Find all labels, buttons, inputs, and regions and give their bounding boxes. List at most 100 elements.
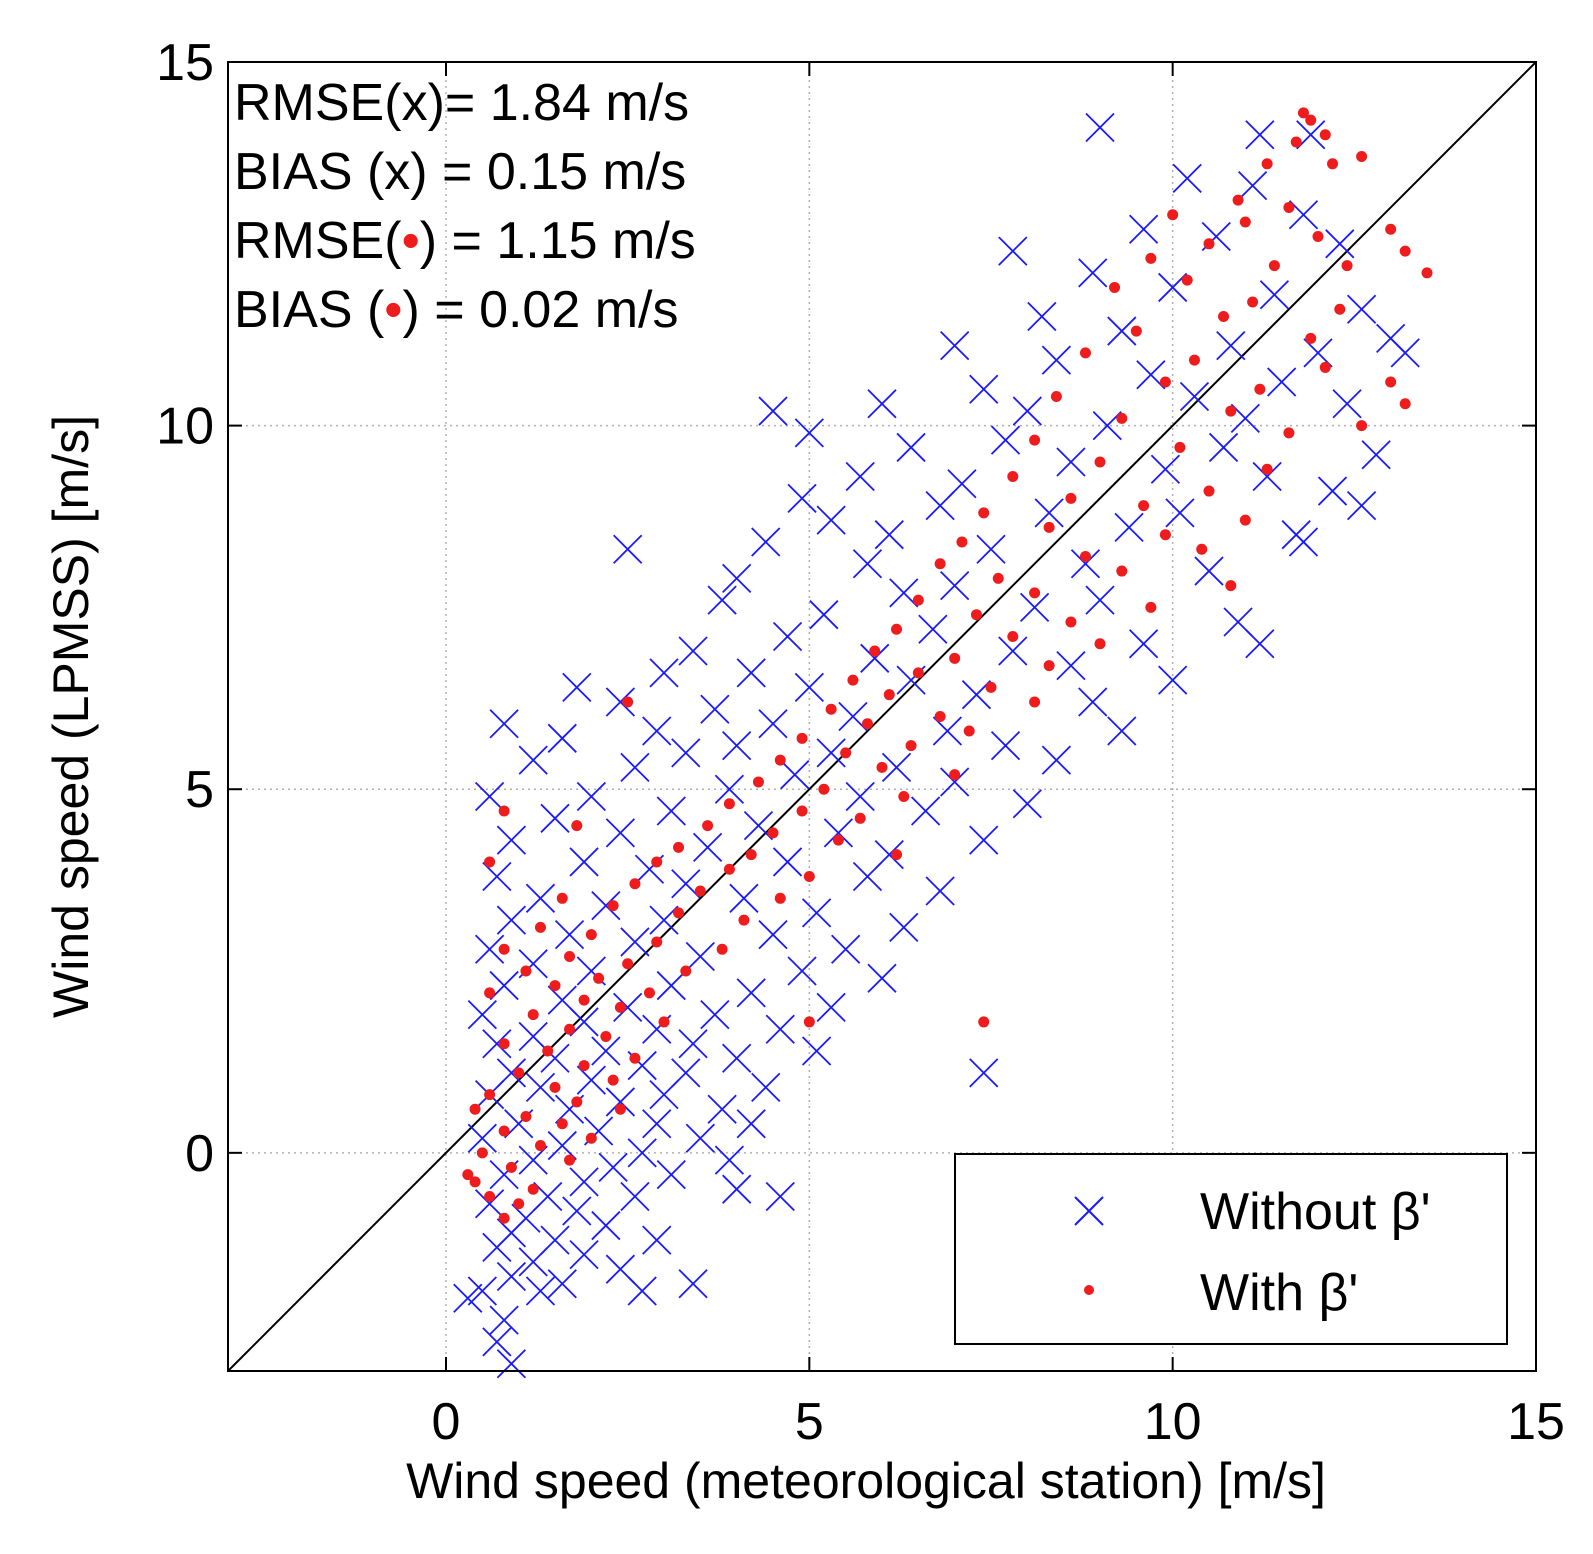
point-without-beta xyxy=(1288,527,1319,557)
point-with-beta xyxy=(607,900,619,912)
point-with-beta xyxy=(1007,631,1019,643)
point-without-beta xyxy=(1041,345,1072,375)
point-with-beta xyxy=(484,1089,496,1101)
point-without-beta xyxy=(990,730,1021,761)
point-without-beta xyxy=(591,890,621,921)
point-with-beta xyxy=(1050,391,1062,403)
point-with-beta xyxy=(1305,114,1317,126)
point-without-beta xyxy=(569,1240,599,1270)
point-with-beta xyxy=(912,667,924,679)
point-without-beta xyxy=(1361,440,1391,470)
point-without-beta xyxy=(867,963,897,993)
point-without-beta xyxy=(722,730,752,761)
y-tick-label: 0 xyxy=(185,1125,214,1183)
point-without-beta xyxy=(547,1269,577,1299)
point-with-beta xyxy=(556,892,568,904)
point-with-beta xyxy=(1130,325,1142,337)
point-with-beta xyxy=(1159,376,1171,388)
point-with-beta xyxy=(898,790,910,802)
point-without-beta xyxy=(925,876,955,906)
point-without-beta xyxy=(1303,338,1333,368)
point-with-beta xyxy=(1334,303,1346,315)
point-without-beta xyxy=(816,505,846,535)
y-axis-label: Wind speed (LPMSS) [m/s] xyxy=(43,415,99,1018)
point-without-beta xyxy=(525,1276,556,1306)
point-without-beta xyxy=(918,614,948,644)
point-without-beta xyxy=(852,861,883,892)
point-without-beta xyxy=(765,1014,795,1044)
point-with-beta xyxy=(549,980,561,992)
point-without-beta xyxy=(620,1181,650,1212)
point-without-beta xyxy=(605,687,636,717)
point-with-beta xyxy=(622,958,634,970)
point-with-beta xyxy=(970,609,982,621)
point-with-beta xyxy=(622,696,634,708)
point-without-beta xyxy=(547,723,577,753)
point-without-beta xyxy=(976,534,1006,564)
point-with-beta xyxy=(658,1016,670,1028)
point-without-beta xyxy=(736,658,766,688)
point-without-beta xyxy=(482,1327,512,1357)
point-without-beta xyxy=(881,752,912,783)
point-with-beta xyxy=(1261,158,1273,170)
x-tick-label: 10 xyxy=(1144,1393,1202,1451)
point-without-beta xyxy=(620,927,650,957)
point-without-beta xyxy=(1114,512,1144,543)
point-with-beta xyxy=(1399,398,1411,410)
point-without-beta xyxy=(889,912,919,943)
point-with-beta xyxy=(1145,252,1157,264)
point-without-beta xyxy=(489,1305,519,1335)
point-with-beta xyxy=(1007,471,1019,483)
point-without-beta xyxy=(1136,360,1166,390)
point-with-beta xyxy=(723,863,735,875)
point-with-beta xyxy=(1043,521,1055,533)
point-without-beta xyxy=(1332,389,1362,419)
point-with-beta xyxy=(832,834,844,846)
point-with-beta xyxy=(673,907,685,919)
point-without-beta xyxy=(678,636,708,666)
point-without-beta xyxy=(569,1167,599,1197)
point-with-beta xyxy=(1065,492,1077,504)
point-with-beta xyxy=(934,558,946,570)
point-without-beta xyxy=(751,1072,781,1103)
point-without-beta xyxy=(1245,120,1275,150)
point-without-beta xyxy=(685,1123,715,1153)
point-without-beta xyxy=(1019,592,1050,623)
stats-line: BIAS (•) = 0.02 m/s xyxy=(234,281,678,339)
point-with-beta xyxy=(1116,565,1128,577)
point-without-beta xyxy=(1034,498,1064,528)
point-with-beta xyxy=(600,1030,612,1042)
point-with-beta xyxy=(1138,500,1150,512)
point-without-beta xyxy=(1041,745,1072,775)
series-without-beta xyxy=(453,112,1420,1379)
point-without-beta xyxy=(525,883,556,913)
point-without-beta xyxy=(765,1181,795,1212)
point-without-beta xyxy=(845,461,875,492)
point-without-beta xyxy=(758,709,788,739)
point-with-beta xyxy=(527,1183,539,1195)
point-with-beta xyxy=(949,769,961,781)
point-without-beta xyxy=(1085,585,1115,615)
point-without-beta xyxy=(816,738,846,768)
point-with-beta xyxy=(1043,660,1055,672)
point-without-beta xyxy=(816,992,846,1023)
point-with-beta xyxy=(462,1169,474,1181)
point-without-beta xyxy=(453,1283,483,1313)
point-without-beta xyxy=(1078,258,1108,288)
point-without-beta xyxy=(998,236,1028,266)
point-without-beta xyxy=(969,374,999,404)
point-with-beta xyxy=(905,740,917,752)
point-without-beta xyxy=(998,636,1028,666)
point-without-beta xyxy=(1107,316,1137,346)
legend: Without β' With β' xyxy=(954,1153,1508,1345)
point-with-beta xyxy=(1029,434,1041,446)
point-with-beta xyxy=(1029,587,1041,599)
point-without-beta xyxy=(656,970,686,1001)
point-with-beta xyxy=(796,732,808,744)
point-with-beta xyxy=(796,805,808,817)
point-without-beta xyxy=(787,483,817,513)
point-without-beta xyxy=(605,818,636,848)
point-with-beta xyxy=(949,652,961,664)
point-with-beta xyxy=(1268,260,1280,272)
point-without-beta xyxy=(1158,272,1188,303)
